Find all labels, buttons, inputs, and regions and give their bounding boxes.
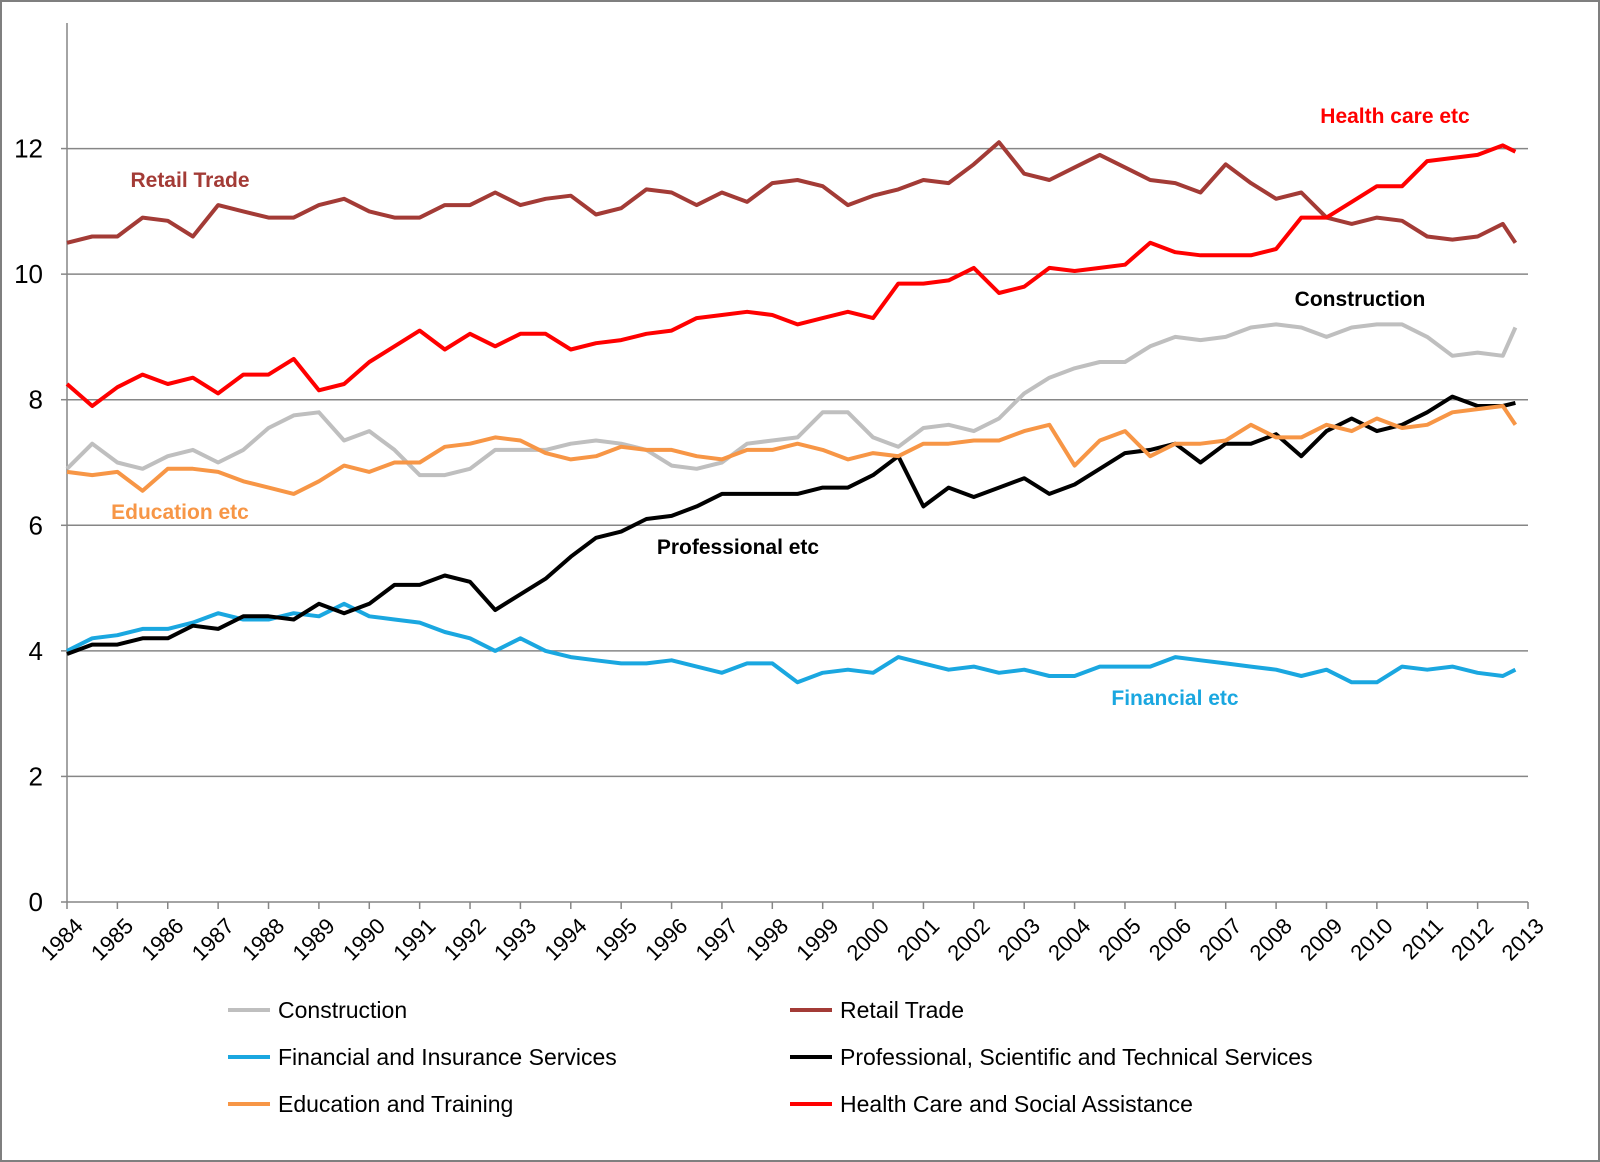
series-line	[65, 143, 1517, 408]
annotation: Education etc	[111, 501, 249, 524]
series-line	[66, 601, 1517, 685]
series-line	[66, 140, 1518, 245]
legend-label: Health Care and Social Assistance	[840, 1091, 1193, 1117]
series-line	[66, 394, 1516, 656]
y-tick-label: 6	[29, 510, 43, 540]
y-tick-label: 2	[29, 761, 43, 791]
legend-label: Retail Trade	[840, 997, 964, 1023]
annotation: Professional etc	[657, 536, 820, 559]
y-tick-label: 10	[14, 259, 43, 289]
y-tick-label: 0	[29, 887, 43, 917]
series-line	[66, 404, 1518, 496]
legend-label: Professional, Scientific and Technical S…	[840, 1044, 1313, 1070]
legend-label: Financial and Insurance Services	[278, 1044, 617, 1070]
y-tick-label: 8	[29, 385, 43, 415]
annotation: Retail Trade	[130, 169, 249, 192]
y-tick-label: 4	[29, 636, 43, 666]
y-tick-label: 12	[14, 134, 43, 164]
legend-label: Education and Training	[278, 1091, 513, 1117]
series-line	[65, 322, 1518, 478]
annotation: Construction	[1295, 288, 1426, 311]
legend-label: Construction	[278, 997, 407, 1023]
annotation: Health care etc	[1320, 105, 1470, 128]
annotation: Financial etc	[1111, 687, 1239, 710]
